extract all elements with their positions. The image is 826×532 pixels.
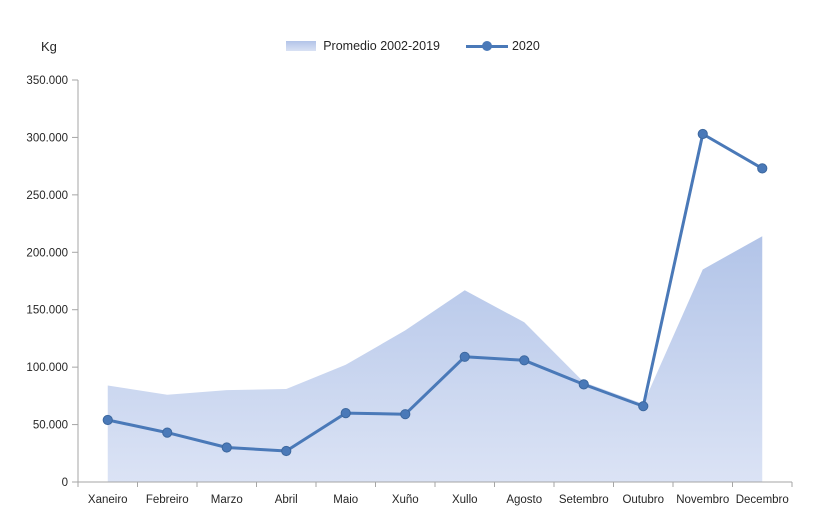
y-tick-label: 150.000: [26, 305, 68, 317]
x-tick-label: Febreiro: [146, 494, 189, 506]
y-axis-title: Kg: [41, 39, 57, 54]
x-tick-label: Marzo: [211, 494, 243, 506]
x-tick-label: Outubro: [622, 494, 664, 506]
line-marker: [400, 409, 411, 420]
legend-label-2020: 2020: [511, 39, 540, 53]
line-series: [106, 132, 764, 453]
area-legend-swatch-icon: [286, 41, 317, 51]
y-tick-label: 50.000: [33, 420, 68, 432]
line-marker: [221, 442, 232, 453]
area-series: [107, 236, 763, 482]
line-marker: [578, 379, 589, 390]
line-marker: [519, 355, 530, 366]
legend-label-promedio: Promedio 2002-2019: [323, 39, 440, 53]
x-tick-label: Agosto: [506, 494, 542, 506]
x-tick-label: Novembro: [676, 494, 729, 506]
x-tick-label: Maio: [333, 494, 358, 506]
y-tick-label: 200.000: [26, 247, 68, 259]
y-tick-label: 100.000: [26, 362, 68, 374]
y-tick-label: 250.000: [26, 190, 68, 202]
y-tick-label: 300.000: [26, 132, 68, 144]
line-marker: [757, 163, 768, 174]
x-tick-label: Decembro: [736, 494, 789, 506]
x-tick-label: Setembro: [559, 494, 609, 506]
y-tick-label: 0: [62, 477, 68, 489]
x-tick-label: Xaneiro: [88, 494, 128, 506]
line-marker: [697, 128, 708, 140]
x-tick-label: Abril: [275, 494, 298, 506]
x-tick-label: Xullo: [452, 494, 478, 506]
y-tick-label: 350.000: [26, 75, 68, 87]
legend: Promedio 2002-2019 2020: [0, 39, 826, 53]
line-legend-swatch-icon: [465, 41, 508, 51]
line-marker: [102, 414, 113, 426]
line-marker: [638, 401, 649, 412]
x-tick-label: Xuño: [392, 494, 419, 506]
line-marker: [459, 351, 470, 362]
line-marker: [281, 445, 292, 457]
line-marker: [162, 427, 173, 438]
line-marker: [340, 408, 351, 419]
